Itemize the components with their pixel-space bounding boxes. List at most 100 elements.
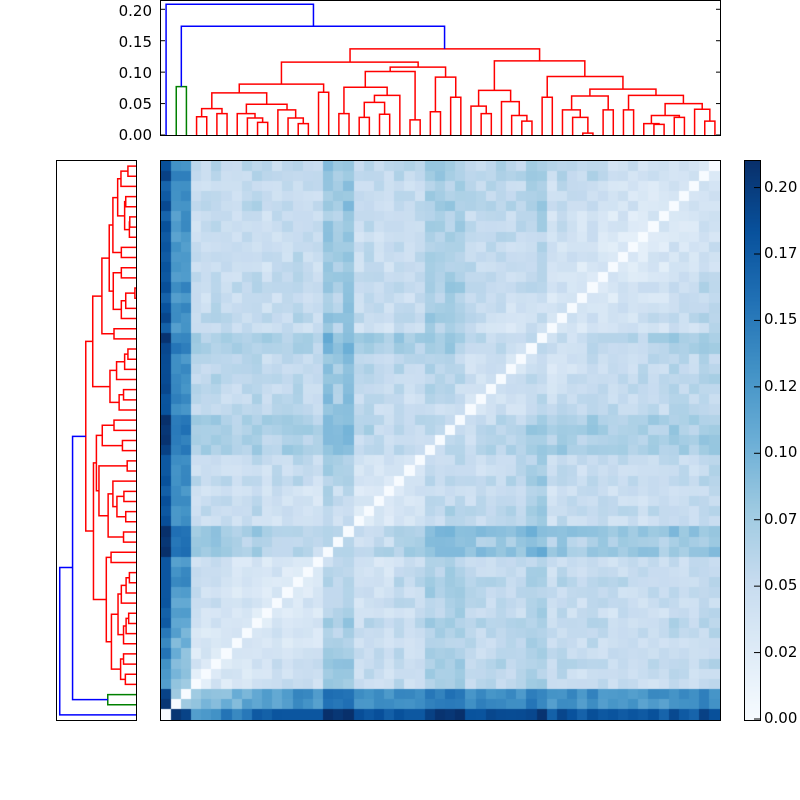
dendrogram-link [127, 165, 136, 177]
top-dendrogram-plot [161, 3, 720, 135]
colorbar-tick-label: 0.12 [764, 376, 798, 395]
dendrogram-link [107, 493, 124, 538]
dendrogram-link [317, 91, 330, 135]
dendrogram-link [541, 96, 554, 135]
dendrogram-link [627, 94, 685, 110]
dendrogram-link [546, 75, 624, 98]
dendrogram-link [120, 266, 136, 279]
colorbar-tick-label: 0.10 [764, 443, 798, 462]
left-dendrogram [56, 160, 137, 721]
colorbar-tick-label: 0.00 [764, 709, 798, 727]
dendrogram-link [338, 112, 350, 135]
dendrogram-link [120, 300, 136, 320]
dendrogram-link [493, 60, 586, 91]
dendrogram-link [105, 556, 112, 643]
dendrogram-link [110, 551, 136, 564]
dendrogram-link [128, 571, 136, 584]
y-tick-label: 0.20 [118, 2, 152, 20]
dendrogram-link [91, 295, 110, 388]
heatmap-cells [161, 161, 720, 720]
dendrogram-link [195, 116, 208, 135]
dendrogram-link [180, 25, 446, 87]
dendrogram-link [109, 369, 120, 404]
dendrogram-link [112, 272, 122, 311]
dendrogram-link [277, 109, 297, 135]
dendrogram-link [582, 132, 594, 135]
dendrogram-link [101, 424, 123, 447]
dendrogram-link [129, 216, 136, 228]
dendrogram-link [118, 394, 136, 411]
dendrogram-link [125, 617, 136, 635]
dendrogram-link [256, 121, 269, 135]
dendrogram-link [127, 348, 136, 360]
dendrogram-link [343, 86, 388, 114]
dendrogram-link [358, 116, 371, 135]
y-tick-label: 0.00 [118, 126, 152, 144]
dendrogram-link [175, 85, 188, 135]
dendrogram-link [216, 112, 228, 135]
dendrogram-link [92, 462, 107, 601]
dendrogram-link [121, 439, 136, 452]
dendrogram-link [200, 107, 223, 117]
dendrogram-link [297, 122, 310, 135]
dendrogram-link [449, 96, 462, 135]
dendrogram-link [127, 612, 136, 625]
y-tick-label: 0.10 [118, 64, 152, 82]
dendrogram-link [113, 419, 136, 432]
dendrogram-link [429, 110, 442, 135]
dendrogram-link [71, 435, 108, 701]
dendrogram-link [122, 653, 136, 665]
dendrogram-link [470, 105, 487, 135]
dendrogram-link [124, 195, 136, 208]
colorbar-tick-label: 0.05 [764, 576, 798, 595]
dendrogram-link [510, 114, 528, 135]
dendrogram-link [693, 108, 711, 135]
dendrogram-link [124, 510, 136, 523]
colorbar-gradient [745, 161, 760, 720]
dendrogram-link [236, 112, 256, 135]
dendrogram-link [108, 224, 114, 292]
dendrogram-link [165, 3, 315, 135]
colorbar-tick-label: 0.15 [764, 310, 798, 329]
dendrogram-link [434, 76, 457, 112]
distance-heatmap [160, 160, 721, 721]
dendrogram-link [110, 613, 121, 670]
dendrogram-link [673, 116, 686, 135]
dendrogram-link [500, 100, 521, 135]
left-dendrogram-plot [58, 165, 136, 716]
dendrogram-link [287, 117, 305, 135]
colorbar-ticks [754, 187, 760, 720]
dendrogram-link [120, 246, 136, 259]
dendrogram-link [113, 327, 136, 340]
dendrogram-link [101, 257, 114, 335]
dendrogram-link [120, 584, 136, 604]
colorbar-tick-label: 0.07 [764, 509, 798, 528]
dendrogram-link [373, 94, 401, 135]
dendrogram-link [602, 109, 615, 135]
dendrogram-link [246, 117, 264, 135]
dendrogram-link [653, 123, 665, 135]
dendrogram-link [107, 693, 136, 706]
dendrogram-link [125, 576, 136, 594]
dendrogram-link [124, 673, 136, 686]
dendrogram-link [571, 116, 589, 135]
colorbar [744, 160, 761, 721]
colorbar-tick-label: 0.20 [764, 177, 798, 196]
dendrogram-link [704, 120, 716, 135]
dendrogram-link [126, 460, 136, 472]
dendrogram-link [521, 120, 533, 135]
dendrogram-link [211, 92, 268, 109]
dendrogram-link [134, 287, 136, 299]
colorbar-tick-label: 0.02 [764, 642, 798, 661]
dendrogram-link [561, 109, 581, 135]
dendrogram-link [409, 119, 421, 135]
dendrogram-link [378, 113, 391, 135]
colorbar-tick-label: 0.17 [764, 244, 798, 262]
dendrogram-link [238, 83, 325, 93]
top-dendrogram [160, 0, 721, 136]
dendrogram-link [280, 61, 419, 85]
dendrogram-link [123, 353, 136, 371]
y-tick-label: 0.05 [118, 95, 152, 113]
dendrogram-link [480, 112, 493, 135]
dendrogram-link [123, 490, 136, 503]
